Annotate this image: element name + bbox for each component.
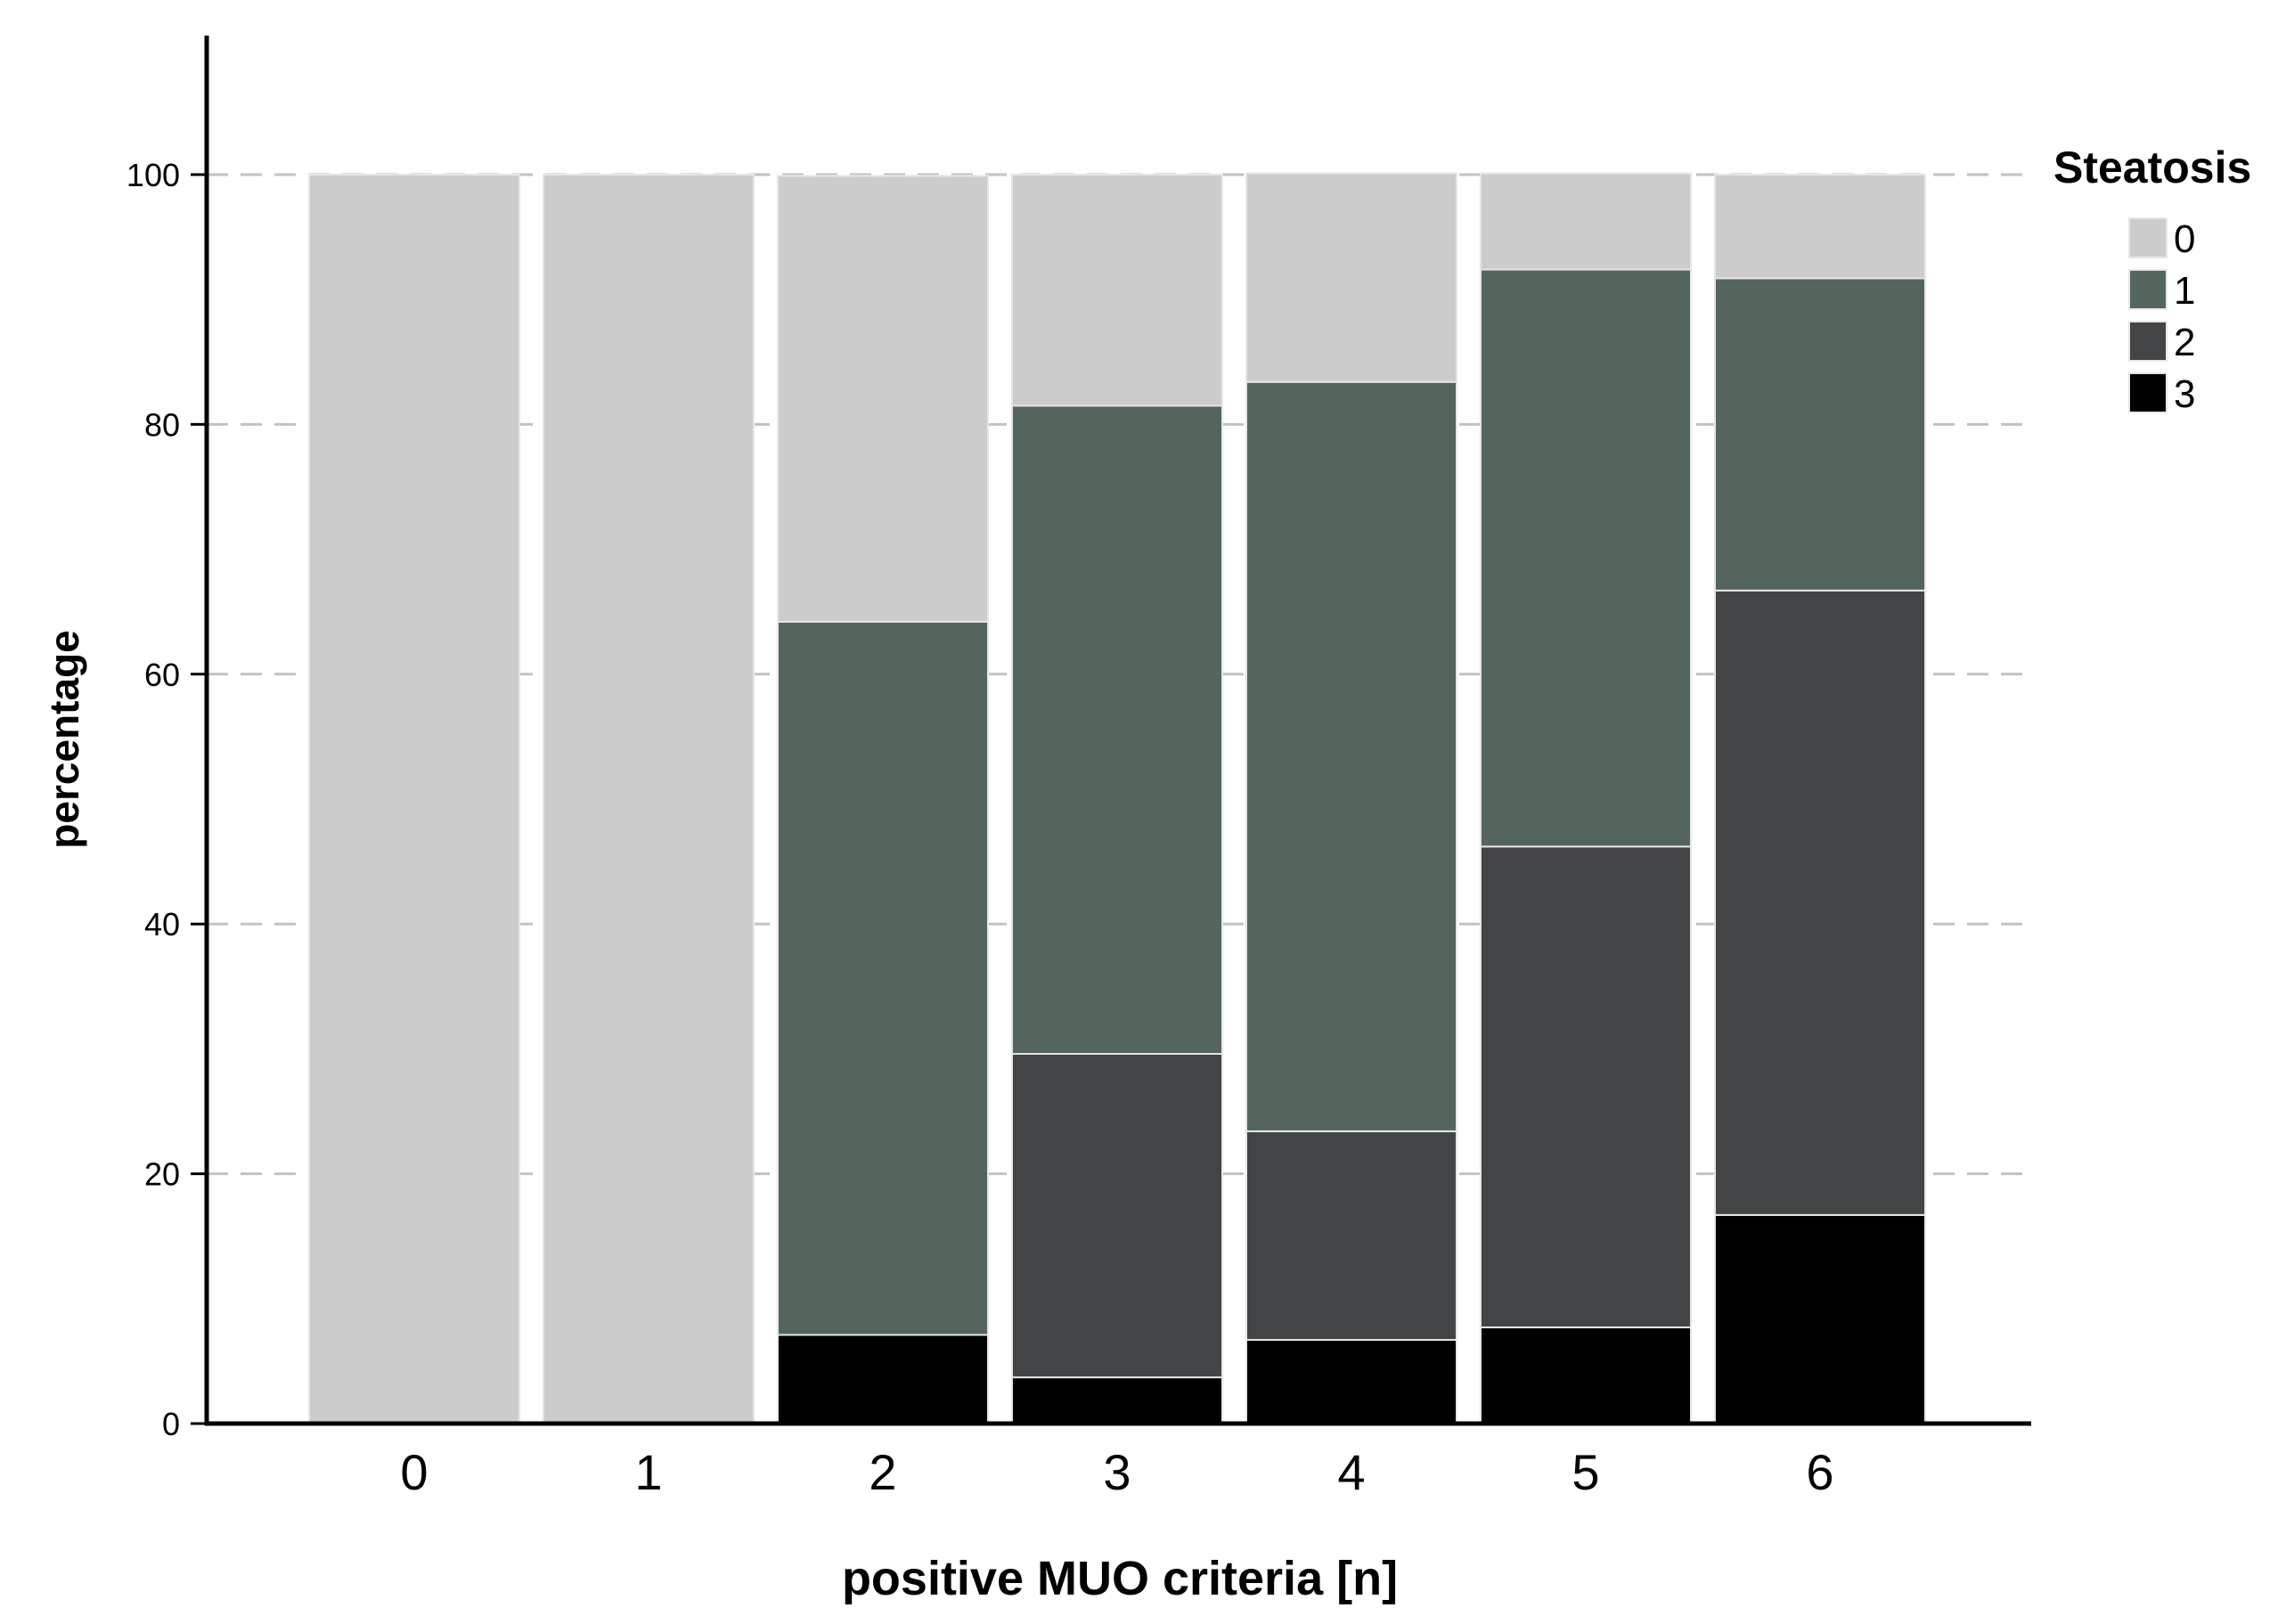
legend-label-0: 0 — [2174, 217, 2195, 261]
bar-segment-cat-6-steatosis-3 — [1714, 1213, 1926, 1424]
x-tick-label: 3 — [1103, 1444, 1131, 1500]
legend-swatch-1 — [2128, 269, 2167, 310]
legend: Steatosis 0 1 2 3 — [2053, 143, 2251, 416]
bar-segment-cat-0-steatosis-0 — [308, 174, 520, 1424]
legend-swatch-3 — [2128, 372, 2167, 413]
legend-label-1: 1 — [2174, 269, 2195, 313]
y-tick-label: 20 — [144, 1156, 180, 1193]
bar-segment-cat-4-steatosis-0 — [1245, 172, 1457, 383]
y-axis-title: percentage — [41, 630, 87, 848]
bar-segment-cat-1-steatosis-0 — [543, 174, 755, 1424]
x-tick-label: 0 — [400, 1444, 428, 1500]
bar-segment-cat-4-steatosis-1 — [1245, 380, 1457, 1132]
y-tick-label: 80 — [144, 406, 180, 443]
bar-segment-cat-5-steatosis-3 — [1480, 1326, 1692, 1425]
bars — [308, 172, 1926, 1425]
bar-segment-cat-5-steatosis-1 — [1480, 268, 1692, 848]
y-tick-label: 60 — [144, 657, 180, 693]
legend-swatch-2 — [2128, 321, 2167, 362]
bar-segment-cat-3-steatosis-1 — [1011, 404, 1223, 1056]
y-tick-label: 0 — [162, 1406, 180, 1442]
legend-swatch-0 — [2128, 217, 2167, 258]
legend-title: Steatosis — [2053, 143, 2251, 192]
bar-segment-cat-3-steatosis-0 — [1011, 174, 1223, 407]
x-tick-label: 6 — [1806, 1444, 1833, 1500]
bar-segment-cat-6-steatosis-0 — [1714, 174, 1926, 280]
x-axis-ticks: 0 1 2 3 4 5 6 — [400, 1444, 1833, 1500]
x-tick-label: 1 — [634, 1444, 662, 1500]
y-tick-label: 100 — [127, 157, 180, 193]
bar-segment-cat-5-steatosis-0 — [1480, 172, 1692, 271]
bar-segment-cat-2-steatosis-1 — [777, 620, 989, 1336]
bar-segment-cat-4-steatosis-2 — [1245, 1130, 1457, 1342]
bar-segment-cat-3-steatosis-2 — [1011, 1053, 1223, 1379]
bar-segment-cat-2-steatosis-3 — [777, 1334, 989, 1425]
bar-segment-cat-3-steatosis-3 — [1011, 1376, 1223, 1424]
y-axis-ticks: 0 20 40 60 80 100 — [127, 157, 207, 1442]
x-tick-label: 2 — [869, 1444, 896, 1500]
x-tick-label: 5 — [1572, 1444, 1599, 1500]
bar-segment-cat-4-steatosis-3 — [1245, 1339, 1457, 1425]
bar-segment-cat-2-steatosis-0 — [777, 175, 989, 623]
legend-label-2: 2 — [2174, 321, 2195, 364]
bar-segment-cat-6-steatosis-2 — [1714, 589, 1926, 1216]
x-tick-label: 4 — [1337, 1444, 1365, 1500]
legend-label-3: 3 — [2174, 372, 2195, 416]
y-tick-label: 40 — [144, 906, 180, 943]
bar-segment-cat-6-steatosis-1 — [1714, 277, 1926, 592]
x-axis-title: positive MUO criteria [n] — [842, 1552, 1398, 1605]
bar-segment-cat-5-steatosis-2 — [1480, 845, 1692, 1329]
